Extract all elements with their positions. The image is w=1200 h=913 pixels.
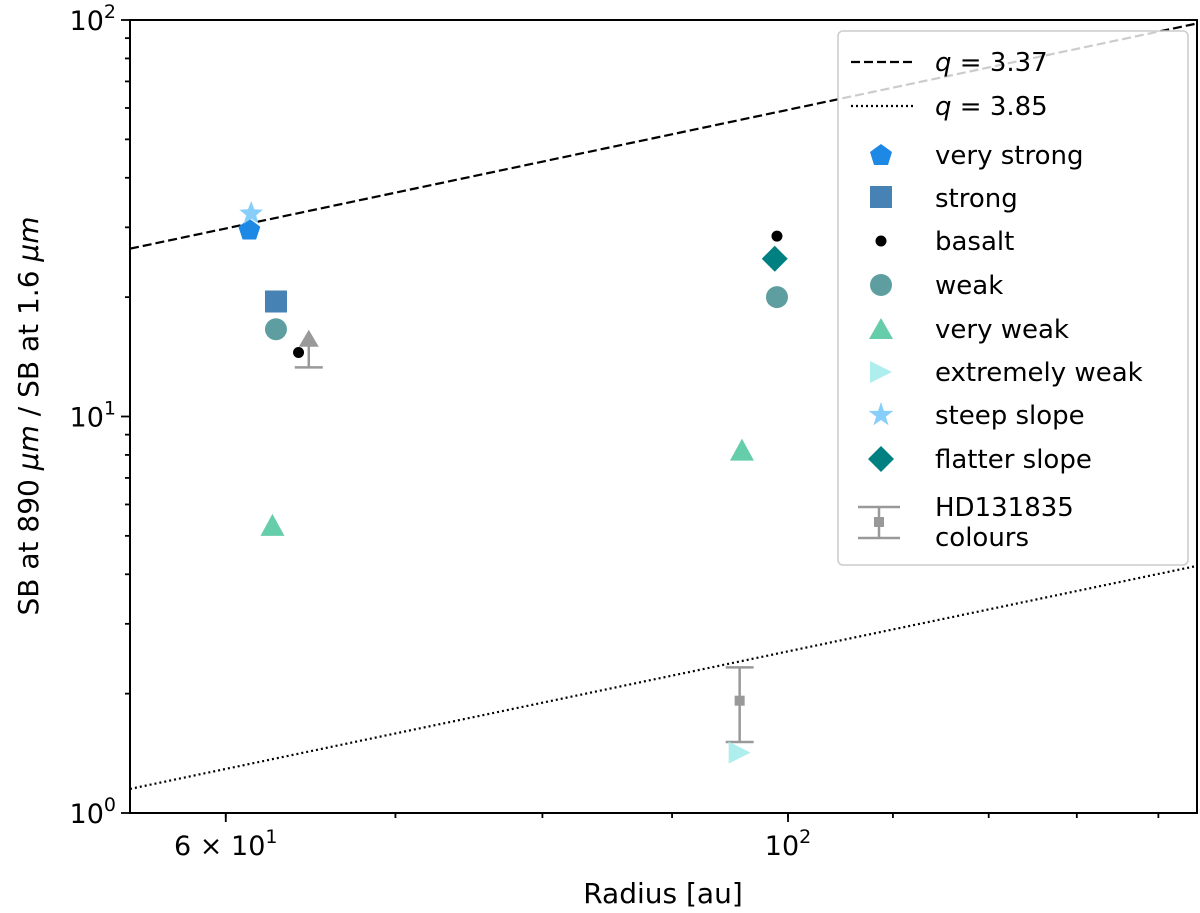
- y-axis-label: SB at 890 μm / SB at 1.6 μm: [12, 216, 45, 615]
- legend-label-hd131835: HD131835: [935, 493, 1074, 523]
- y-tick-label: 102: [70, 1, 116, 37]
- legend-label-q337: q = 3.37: [935, 48, 1048, 78]
- legend-label-steep-slope: steep slope: [935, 401, 1085, 431]
- legend-frame: [837, 30, 1189, 566]
- legend-marker-star: [868, 402, 894, 426]
- legend: q = 3.37 q = 3.85 very strong strong bas…: [837, 30, 1189, 566]
- errorbar-point: [734, 695, 745, 706]
- x-axis-label: Radius [au]: [583, 877, 743, 910]
- legend-label-basalt: basalt: [935, 227, 1014, 257]
- legend-label-very-strong: very strong: [935, 141, 1083, 171]
- legend-marker-pentagon: [870, 144, 892, 165]
- data-point-weak-2: [765, 286, 788, 309]
- legend-marker-dot: [875, 235, 887, 247]
- legend-marker-square: [870, 186, 892, 208]
- data-point-very-weak-2: [729, 438, 754, 461]
- legend-marker-circle: [870, 274, 892, 296]
- legend-marker-errorbar: [858, 505, 900, 540]
- x-tick-label: 6 × 101: [174, 826, 277, 862]
- data-point-very-strong-1: [238, 218, 261, 240]
- legend-marker-diamond: [868, 446, 894, 472]
- legend-label-weak: weak: [935, 271, 1003, 301]
- data-point-basalt-2: [771, 230, 783, 242]
- data-point-flatter-slope-1: [761, 245, 788, 272]
- legend-label-flatter-slope: flatter slope: [935, 445, 1092, 475]
- legend-label-q385: q = 3.85: [935, 92, 1048, 122]
- data-point-strong-1: [264, 290, 287, 313]
- data-point-steep-slope-1: [239, 201, 263, 224]
- lower-limit-arrowhead: [298, 329, 319, 347]
- legend-marker-triangle-right: [870, 361, 892, 383]
- legend-label-strong: strong: [935, 184, 1018, 214]
- legend-label-colours: colours: [935, 523, 1029, 553]
- y-tick-label: 100: [70, 794, 116, 830]
- data-point-very-weak-1: [260, 513, 285, 536]
- y-tick-label: 101: [70, 398, 116, 434]
- model-line-dotted: [130, 564, 1197, 791]
- data-point-basalt-1: [293, 347, 305, 359]
- legend-label-extremely-weak: extremely weak: [935, 358, 1143, 388]
- legend-label-very-weak: very weak: [935, 315, 1069, 345]
- data-point-weak-1: [264, 318, 287, 341]
- data-point-extremely-weak-1: [728, 741, 751, 764]
- x-tick-label: 102: [765, 826, 811, 862]
- legend-marker-triangle-up: [869, 318, 893, 339]
